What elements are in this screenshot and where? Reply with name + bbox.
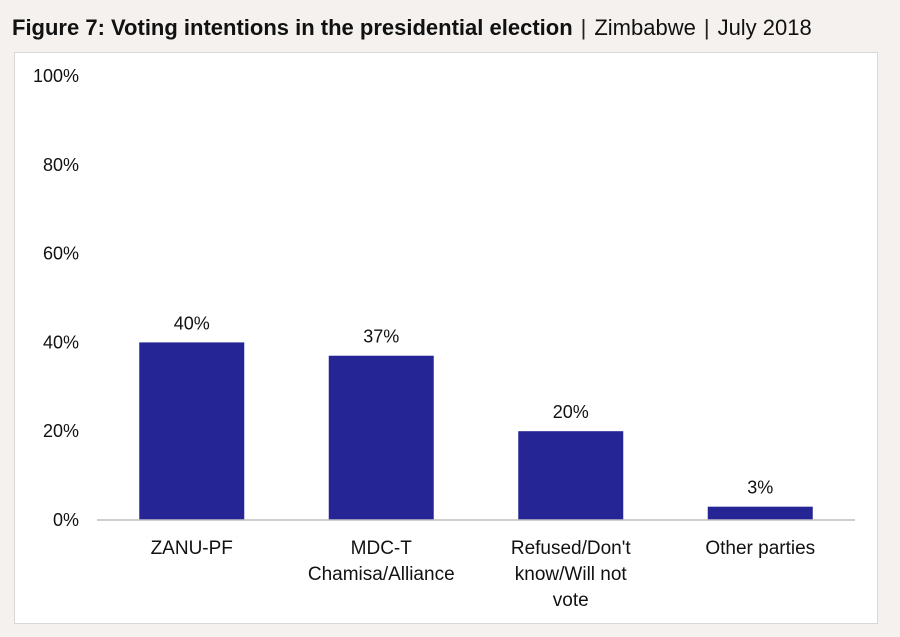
data-label: 20% (553, 402, 589, 422)
bar (518, 431, 624, 520)
y-tick-label: 20% (43, 421, 79, 441)
data-label: 40% (174, 313, 210, 333)
figure-title: Figure 7: Voting intentions in the presi… (12, 15, 573, 40)
x-category-label: Other parties (705, 538, 815, 559)
data-labels: 40% 37% 20% 3% (174, 313, 774, 497)
bar (328, 355, 434, 520)
figure-date: July 2018 (717, 15, 812, 40)
figure-country: Zimbabwe (594, 15, 696, 40)
data-label: 37% (363, 327, 399, 347)
category-labels: ZANU-PF MDC-T Chamisa/Alliance Refused/Don'… (151, 538, 816, 611)
bar (139, 342, 245, 520)
y-tick-label: 60% (43, 244, 79, 264)
bar (707, 506, 813, 520)
title-separator: | (580, 15, 587, 40)
title-separator: | (703, 15, 710, 40)
x-category-label: ZANU-PF (151, 538, 233, 559)
y-tick-label: 100% (33, 66, 79, 86)
bars (139, 342, 813, 520)
x-category-label: MDC-T Chamisa/Alliance (308, 538, 455, 585)
y-axis-ticks: 0% 20% 40% 60% 80% 100% (33, 66, 79, 530)
y-tick-label: 0% (53, 510, 79, 530)
x-category-label: Refused/Don't know/Will not vote (511, 538, 632, 611)
figure-title-row: Figure 7: Voting intentions in the presi… (12, 12, 892, 44)
chart-panel (14, 52, 878, 624)
data-label: 3% (747, 478, 773, 498)
y-tick-label: 80% (43, 155, 79, 175)
y-tick-label: 40% (43, 332, 79, 352)
